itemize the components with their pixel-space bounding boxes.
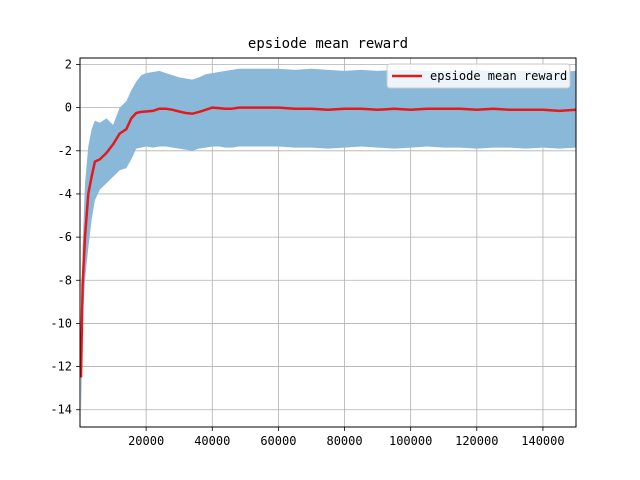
legend-label: epsiode mean reward <box>430 69 567 83</box>
x-tick-label: 140000 <box>521 434 564 448</box>
y-tick-label: -14 <box>50 403 72 417</box>
plot-frame <box>79 57 577 428</box>
confidence-band-layer <box>81 68 576 415</box>
legend-box <box>386 63 571 89</box>
x-tick-label: 80000 <box>326 434 362 448</box>
series-line <box>79 106 577 378</box>
y-tick-label: -2 <box>58 144 72 158</box>
y-tick-label: -10 <box>50 316 72 330</box>
y-tick-label: -12 <box>50 360 72 374</box>
y-tick-label: -8 <box>58 273 72 287</box>
std-band <box>81 68 576 415</box>
legend: epsiode mean reward <box>386 63 571 89</box>
y-axis: 2 0 -2 -4 -6 -8 -10 -12 -14 <box>50 57 80 417</box>
y-tick-label: -4 <box>58 187 72 201</box>
chart-title: epsiode mean reward <box>248 36 408 52</box>
x-tick-label: 100000 <box>389 434 432 448</box>
x-tick-label: 60000 <box>260 434 296 448</box>
y-tick-label: 2 <box>65 57 72 71</box>
x-tick-label: 40000 <box>194 434 230 448</box>
series-layer <box>79 106 577 378</box>
x-tick-label: 20000 <box>128 434 164 448</box>
x-axis: 20000 40000 60000 80000 100000 120000 140000 <box>128 427 565 448</box>
y-tick-label: -6 <box>58 230 72 244</box>
x-tick-label: 120000 <box>455 434 498 448</box>
y-tick-label: 0 <box>65 101 72 115</box>
